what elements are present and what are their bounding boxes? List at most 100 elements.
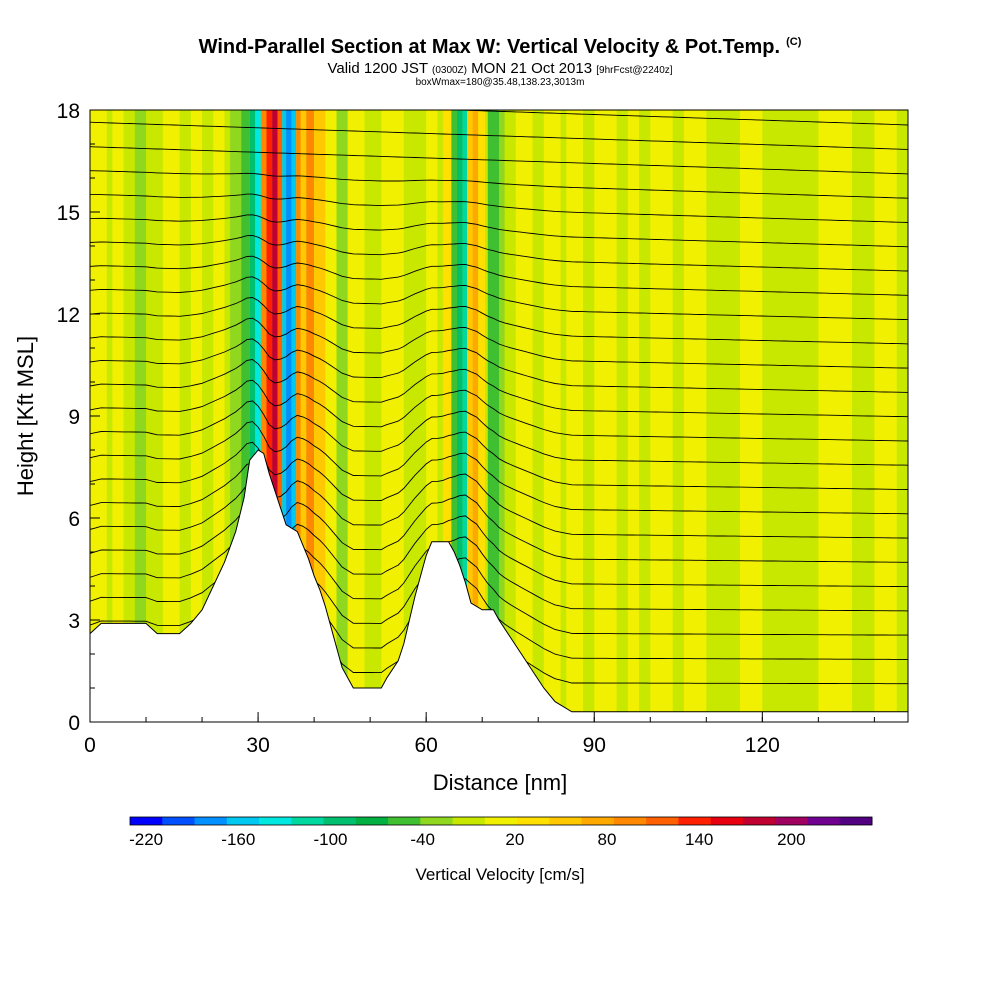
colorbar-label: Vertical Velocity [cm/s] (415, 865, 584, 884)
y-tick-label: 15 (57, 202, 80, 225)
field-band (650, 110, 673, 722)
theta-contour (90, 524, 908, 612)
colorbar-swatch (194, 817, 228, 825)
field-band (255, 110, 261, 722)
theta-contour (90, 255, 908, 296)
colorbar-swatch (259, 817, 292, 825)
x-tick-label: 60 (414, 734, 437, 757)
field-band (627, 110, 640, 722)
axes: 0 30 60 90 120 0 3 6 9 12 15 18 (57, 100, 875, 757)
field-band (314, 110, 326, 722)
colorbar-tick-label: -220 (129, 830, 163, 849)
colorbar-swatch (226, 817, 260, 825)
chart-subtitle: Valid 1200 JST (0300Z) MON 21 Oct 2013 [… (0, 60, 1000, 77)
colorbar-swatch (130, 817, 163, 825)
field-band (381, 110, 404, 722)
colorbar-swatch (517, 817, 550, 825)
colorbar-swatch (420, 817, 454, 825)
field-band (478, 110, 485, 722)
theta-contour (90, 146, 908, 175)
theta-contour (90, 421, 908, 490)
colorbar-swatch (549, 817, 583, 825)
field-band (462, 110, 468, 722)
field-band (134, 110, 147, 722)
colorbar: -220 -160 -100 -40 20 80 140 200 (129, 816, 873, 849)
theta-contour (90, 400, 908, 466)
colorbar-swatch (355, 817, 389, 825)
colorbar-swatch (839, 817, 873, 825)
field-band (451, 110, 457, 722)
theta-contour (90, 359, 908, 418)
colorbar-tick-label: 80 (598, 830, 617, 849)
subtitle-box: boxWmax=180@35.48,138.23,3013m (415, 77, 585, 88)
field-band (325, 110, 337, 722)
colorbar-swatch (775, 817, 808, 825)
x-tick-label: 90 (583, 734, 606, 757)
field-band (594, 110, 617, 722)
terrain-mask (89, 449, 909, 723)
y-tick-label: 3 (68, 610, 80, 633)
field-band (472, 110, 479, 722)
title-text: Wind-Parallel Section at Max W: Vertical… (198, 36, 781, 58)
theta-contour (90, 483, 908, 563)
title-tag: (C) (786, 36, 802, 49)
field-band (213, 110, 225, 722)
field-band (286, 110, 292, 722)
y-axis-label: Height [Kft MSL] (13, 336, 38, 496)
field-band (739, 110, 763, 722)
x-tick-label: 30 (246, 734, 269, 757)
field-band (190, 110, 203, 722)
y-tick-label: 9 (68, 406, 80, 429)
field-band (566, 110, 584, 722)
chart-title: Wind-Parallel Section at Max W: Vertical… (0, 36, 1000, 59)
field-band (282, 110, 287, 722)
colorbar-swatch (291, 817, 325, 825)
theta-contour (90, 170, 908, 199)
field-band (515, 110, 533, 722)
colorbar-tick-label: -100 (313, 830, 347, 849)
field-band (336, 110, 348, 722)
theta-contour (90, 379, 908, 442)
subtitle-valid: Valid 1200 JST (327, 60, 428, 77)
colorbar-swatch (484, 817, 518, 825)
subtitle-forecast: [9hrFcst@2240z] (596, 65, 673, 76)
field-band (347, 110, 365, 722)
field-band (818, 110, 852, 722)
field-band (426, 110, 438, 722)
colorbar-swatch (646, 817, 679, 825)
field-band (241, 110, 250, 722)
colorbar-tick-label: 20 (505, 830, 524, 849)
colorbar-swatch (710, 817, 744, 825)
colorbar-swatch (581, 817, 615, 825)
colorbar-swatch (162, 817, 196, 825)
theta-contour (90, 317, 908, 369)
field-band (499, 110, 505, 722)
colorbar-swatch (323, 817, 357, 825)
field-band (277, 110, 283, 722)
field-band (112, 110, 124, 722)
theta-contour (90, 441, 908, 515)
subtitle-date: MON 21 Oct 2013 (471, 60, 593, 77)
theta-contour (90, 121, 908, 150)
field-band (467, 110, 473, 722)
theta-contour (90, 235, 908, 272)
field-band (306, 110, 315, 722)
colorbar-swatch (807, 817, 841, 825)
theta-contour (90, 297, 908, 345)
field-band (683, 110, 707, 722)
colorbar-tick-label: 200 (777, 830, 805, 849)
colorbar-frame (129, 816, 873, 826)
theta-contour (90, 214, 908, 248)
field-band (409, 110, 421, 722)
colorbar-swatch (613, 817, 647, 825)
y-tick-label: 6 (68, 508, 80, 531)
field-band (260, 110, 267, 722)
subtitle-utc: (0300Z) (431, 65, 467, 76)
field-band (543, 110, 561, 722)
y-tick-label: 12 (57, 304, 80, 327)
y-tick-label: 18 (57, 100, 80, 123)
x-tick-label: 120 (745, 734, 780, 757)
colorbar-swatch (678, 817, 712, 825)
colorbar-swatch (388, 817, 421, 825)
